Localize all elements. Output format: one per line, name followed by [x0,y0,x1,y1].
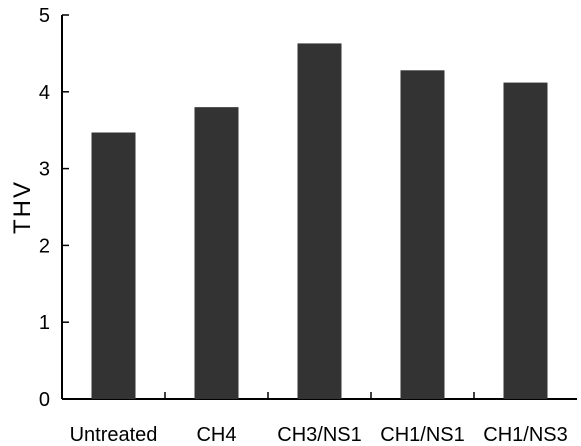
bar-ch1-ns1 [400,70,445,400]
bar-untreated [91,132,136,399]
y-axis-title: THV [9,180,36,234]
bar-ch1-ns3 [503,82,548,400]
y-tick-label: 4 [39,82,50,104]
x-ticks [164,392,475,399]
bars [91,43,548,400]
y-tick-label: 1 [39,312,50,334]
y-ticks: 0 1 2 3 4 5 [39,5,69,411]
x-labels: Untreated CH4 CH3/NS1 CH1/NS1 CH1/NS3 [70,424,568,446]
x-tick-label: CH1/NS3 [483,424,567,446]
x-tick-label: CH4 [196,424,236,446]
x-tick-label: CH1/NS1 [380,424,464,446]
x-tick-label: Untreated [70,424,158,446]
x-tick-label: CH3/NS1 [277,424,361,446]
y-tick-label: 2 [39,235,50,257]
y-tick-label: 5 [39,5,50,27]
y-tick-label: 3 [39,159,50,181]
y-tick-label: 0 [39,389,50,411]
bar-ch4 [194,107,239,399]
bar-ch3-ns1 [297,43,342,399]
